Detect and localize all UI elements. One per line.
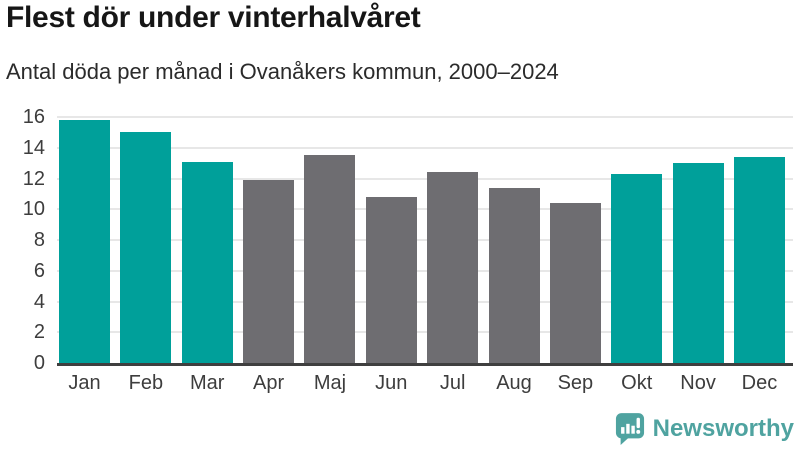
bar-sep	[549, 203, 601, 363]
bar-series	[57, 117, 793, 363]
bar-nov	[672, 163, 724, 363]
x-tick-label-aug: Aug	[496, 372, 532, 394]
gridline-16	[57, 116, 793, 118]
y-tick-label-6: 6	[33, 259, 45, 282]
x-tick-label-okt: Okt	[621, 372, 653, 394]
plot-area	[57, 116, 793, 366]
x-tick-label-nov: Nov	[680, 372, 716, 394]
x-axis-labels: Jan Feb Mar Apr Maj Jun Jul Aug Sep Okt Nov Dec	[57, 372, 793, 395]
x-tick-label-jun: Jun	[375, 372, 408, 394]
y-axis-labels: 0 2 4 6 8 10 12 14 16	[0, 106, 47, 374]
chart-subtitle: Antal döda per månad i Ovanåkers kommun,…	[6, 59, 559, 84]
y-tick-label-14: 14	[22, 136, 45, 159]
bar-feb	[120, 132, 172, 363]
x-tick-label-jul: Jul	[439, 372, 466, 394]
y-tick-label-4: 4	[33, 290, 45, 313]
bar-jul	[427, 172, 479, 363]
y-tick-label-16: 16	[22, 106, 45, 128]
gridline-2	[57, 331, 793, 334]
brand-name: Newsworthy	[652, 415, 794, 442]
gridline-12	[57, 177, 793, 180]
gridline-10	[57, 208, 793, 211]
bar-maj	[304, 155, 356, 363]
x-tick-label-mar: Mar	[189, 372, 225, 394]
x-tick-label-sep: Sep	[557, 372, 594, 394]
y-tick-label-10: 10	[22, 198, 45, 221]
newsworthy-logo-icon	[615, 413, 644, 445]
gridline-4	[57, 300, 793, 303]
x-tick-label-dec: Dec	[741, 372, 778, 394]
gridline-6	[57, 269, 793, 272]
x-tick-label-maj: Maj	[313, 372, 347, 394]
gridline-8	[57, 239, 793, 241]
bar-jun	[365, 196, 417, 363]
x-tick-label-feb: Feb	[128, 372, 164, 394]
bar-dec	[733, 156, 785, 363]
y-tick-label-12: 12	[22, 167, 45, 190]
bar-apr	[243, 180, 295, 363]
y-tick-label-2: 2	[33, 321, 45, 344]
x-tick-label-jan: Jan	[68, 372, 101, 394]
bar-mar	[181, 161, 233, 363]
x-tick-label-apr: Apr	[253, 372, 285, 394]
bar-okt	[611, 173, 663, 363]
y-tick-label-8: 8	[33, 229, 45, 251]
gridlines	[57, 116, 793, 363]
chart-title: Flest dör under vinterhalvåret	[6, 1, 421, 34]
brand-footer: Newsworthy	[615, 411, 794, 447]
bar-aug	[488, 187, 540, 363]
y-tick-label-0: 0	[33, 352, 45, 374]
gridline-14	[57, 146, 793, 149]
bar-jan	[59, 120, 110, 363]
